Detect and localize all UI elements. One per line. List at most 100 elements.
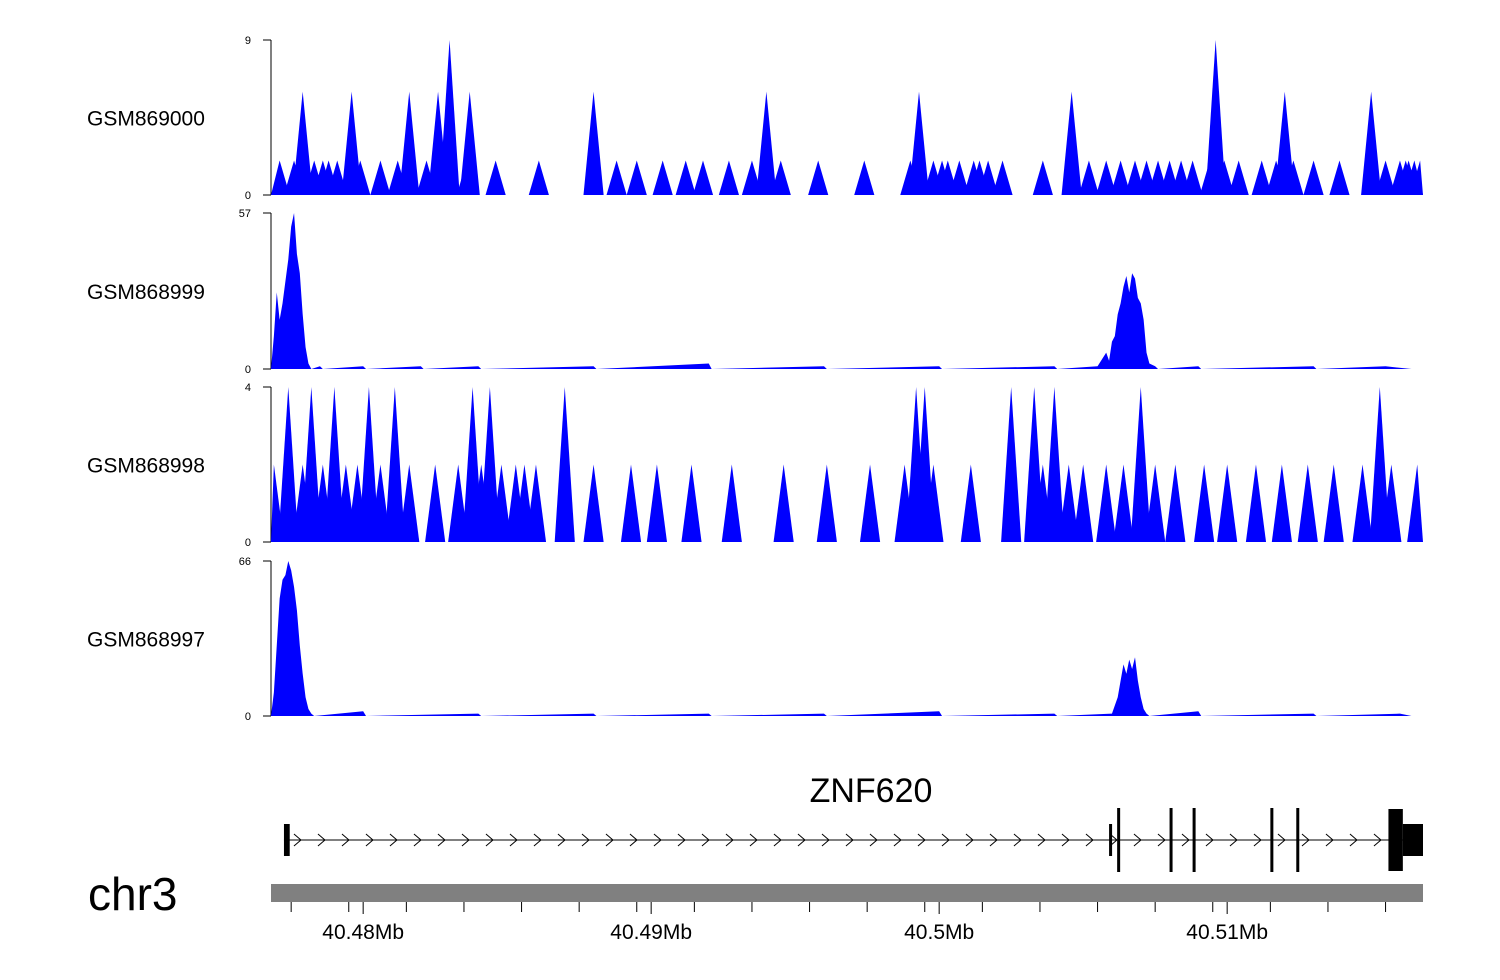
coverage-peak [1228, 160, 1249, 195]
coverage-peak [1078, 160, 1099, 195]
strand-arrow [1325, 833, 1334, 847]
coverage-peak [491, 464, 512, 542]
strand-arrow [701, 833, 710, 847]
coverage-peak [1145, 464, 1166, 542]
x-tick-label: 40.51Mb [1186, 921, 1268, 944]
y-tick-label-min: 0 [245, 364, 251, 376]
exon-block [283, 824, 290, 856]
track-label: GSM868997 [87, 629, 205, 652]
coverage-peak [1044, 387, 1065, 542]
coverage-peak [675, 160, 696, 195]
exon-block [1169, 808, 1173, 872]
coverage-peak [1130, 387, 1151, 542]
coverage-peak [756, 91, 777, 195]
coverage-peak [1032, 160, 1053, 195]
coverage-peak [606, 160, 627, 195]
strand-arrow [821, 833, 830, 847]
strand-arrow [965, 833, 974, 847]
coverage-peak [854, 160, 875, 195]
chromosome-label: chr3 [88, 868, 177, 920]
strand-arrow [677, 833, 686, 847]
strand-arrow [509, 833, 518, 847]
strand-arrow [1133, 833, 1142, 847]
coverage-peak [399, 464, 420, 542]
exon-block [1109, 824, 1113, 856]
coverage-peak [1283, 160, 1304, 195]
strand-arrow [1037, 833, 1046, 847]
coverage-peak [1297, 464, 1318, 542]
exon-block [1270, 808, 1274, 872]
strand-arrow [1061, 833, 1070, 847]
coverage-peak [370, 160, 391, 195]
coverage-peak [1245, 464, 1267, 542]
strand-arrow [773, 833, 782, 847]
strand-arrow [1205, 833, 1214, 847]
coverage-peak [1274, 91, 1295, 195]
coverage-peak [1001, 387, 1022, 542]
coverage-peak [1061, 91, 1082, 195]
coverage-peak [1214, 160, 1235, 195]
strand-arrow [1013, 833, 1022, 847]
coverage-peak [718, 160, 739, 195]
coverage-peak [808, 160, 829, 195]
coverage-peak [992, 160, 1013, 195]
strand-arrow [893, 833, 902, 847]
coverage-peak [646, 464, 667, 542]
chromosome-ideogram-bar [271, 884, 1423, 902]
strand-arrow [1181, 833, 1190, 847]
coverage-peak [350, 160, 371, 195]
strand-arrow [1349, 833, 1358, 847]
exon-block [1192, 808, 1196, 872]
gene-label: ZNF620 [810, 772, 933, 810]
strand-arrow [989, 833, 998, 847]
y-tick-label-min: 0 [245, 190, 251, 202]
strand-arrow [461, 833, 470, 847]
y-tick-label-max: 4 [245, 382, 251, 394]
strand-arrow [557, 833, 566, 847]
gene-model-znf620 [283, 808, 1423, 872]
coverage-peak [960, 464, 981, 542]
strand-arrow [437, 833, 446, 847]
track-GSM868997: GSM868997 66 0 [87, 556, 1412, 723]
strand-arrow [1229, 833, 1238, 847]
coverage-peak [1271, 464, 1292, 542]
coverage-peak [292, 91, 313, 195]
y-tick-label-max: 66 [239, 556, 251, 568]
coverage-peak [978, 160, 999, 195]
strand-arrow [653, 833, 662, 847]
coverage-peak [1113, 464, 1134, 542]
coverage-peak [1381, 464, 1402, 542]
strand-arrow [581, 833, 590, 847]
strand-arrow [389, 833, 398, 847]
coverage-peak [949, 160, 970, 195]
coverage-peak [358, 387, 379, 542]
y-tick-label-min: 0 [245, 537, 251, 549]
x-tick-label: 40.48Mb [322, 921, 404, 944]
coverage-peak [448, 464, 469, 542]
strand-arrow [869, 833, 878, 847]
coverage-peak [770, 160, 791, 195]
coverage-peak [773, 464, 794, 542]
coverage-peak [692, 160, 714, 195]
coverage-peak [324, 387, 345, 542]
coverage-tracks: GSM86900090GSM868999570GSM86899840GSM868… [87, 35, 1423, 723]
exon-block [1117, 808, 1121, 872]
coverage-peak [1194, 464, 1215, 542]
coverage-peak [1369, 387, 1390, 542]
coverage-peak [1096, 160, 1117, 195]
coverage-peak [525, 464, 547, 542]
strand-arrow [317, 833, 326, 847]
strand-arrow [749, 833, 758, 847]
y-tick-label-max: 9 [245, 35, 251, 47]
coverage-peak [1375, 160, 1396, 195]
strand-arrow [533, 833, 542, 847]
coverage-peak [370, 464, 391, 542]
coverage-peak [1217, 464, 1238, 542]
strand-arrow [917, 833, 926, 847]
coverage-peak [741, 160, 763, 195]
track-GSM869000: GSM869000 9 0 [87, 35, 1423, 202]
coverage-peak [1361, 91, 1382, 195]
coverage-peak [583, 464, 604, 542]
strand-arrow [1109, 833, 1118, 847]
